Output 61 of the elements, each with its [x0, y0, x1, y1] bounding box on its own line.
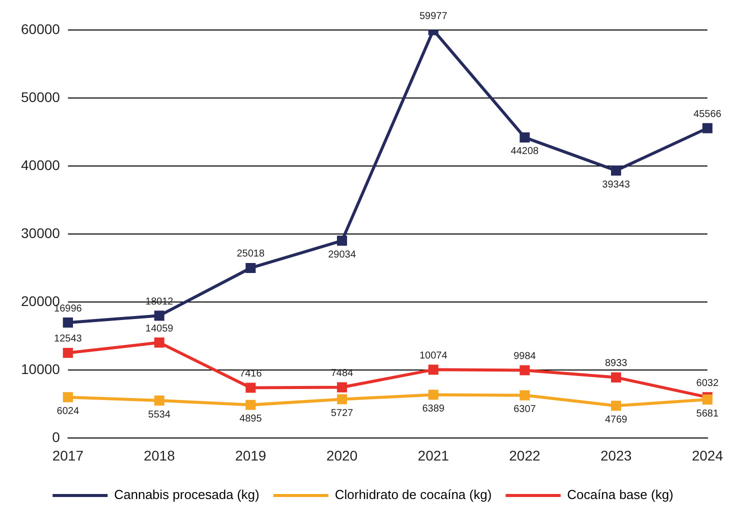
data-label: 5534 — [148, 409, 171, 420]
data-label: 8933 — [604, 358, 628, 370]
point — [336, 394, 348, 404]
y-tick-label: 0 — [52, 429, 60, 446]
y-tick-label: 50000 — [20, 88, 60, 105]
point — [154, 338, 164, 348]
point — [62, 392, 73, 402]
x-tick-label: 2018 — [144, 447, 176, 464]
point — [702, 394, 712, 405]
x-tick-label: 2024 — [692, 447, 724, 464]
data-label: 12543 — [54, 334, 82, 345]
data-label: 39343 — [602, 179, 630, 190]
point — [62, 348, 73, 358]
data-label: 6389 — [422, 403, 445, 414]
data-label: 45566 — [694, 108, 722, 120]
data-label: 14059 — [145, 323, 174, 334]
point — [246, 382, 256, 393]
y-tick-label: 60000 — [20, 20, 60, 37]
point — [428, 364, 438, 375]
data-label: 6032 — [696, 378, 719, 389]
data-label: 10074 — [419, 350, 448, 362]
point — [520, 132, 530, 142]
y-tick-label: 40000 — [20, 156, 60, 173]
data-label: 4769 — [604, 414, 628, 426]
x-tick-label: 2020 — [326, 447, 358, 464]
point — [520, 365, 530, 376]
data-label: 6024 — [56, 406, 80, 417]
data-label: 44208 — [510, 146, 540, 158]
x-tick-label: 2023 — [600, 447, 632, 464]
data-label: 59977 — [419, 10, 448, 22]
data-label: 7484 — [330, 368, 354, 380]
point — [154, 396, 164, 406]
x-tick-label: 2019 — [235, 447, 266, 464]
data-label: 4895 — [240, 414, 262, 425]
legend-label: Cannabis procesada (kg) — [114, 487, 260, 502]
point — [611, 400, 622, 411]
legend-label: Cocaína base (kg) — [567, 487, 674, 502]
point — [246, 400, 256, 410]
data-label: 7416 — [240, 368, 262, 380]
point — [428, 390, 438, 400]
point — [336, 236, 348, 246]
x-tick-label: 2021 — [418, 447, 450, 464]
x-tick-label: 2017 — [52, 447, 84, 464]
data-label: 9984 — [514, 351, 536, 362]
point — [702, 123, 712, 134]
data-label: 5681 — [696, 408, 719, 420]
data-label: 25018 — [236, 248, 265, 260]
legend-label: Clorhidrato de cocaína (kg) — [334, 487, 492, 502]
x-tick-label: 2022 — [509, 447, 540, 464]
y-tick-label: 10000 — [20, 361, 60, 378]
point — [62, 318, 73, 328]
point — [520, 390, 530, 400]
point — [611, 372, 622, 382]
data-label: 6307 — [514, 404, 536, 416]
y-tick-label: 30000 — [20, 224, 60, 241]
point — [336, 382, 348, 392]
data-label: 5727 — [330, 408, 354, 419]
point — [246, 262, 256, 274]
data-label: 29034 — [328, 249, 356, 260]
point — [154, 310, 164, 321]
point — [611, 166, 622, 176]
